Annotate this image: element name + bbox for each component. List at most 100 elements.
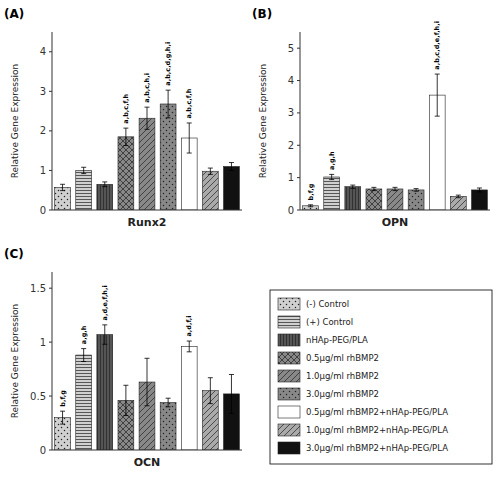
y-tick — [297, 145, 300, 146]
bar: 3.0μg/ml rhBMP2 — [408, 190, 424, 210]
legend-swatch — [278, 406, 300, 418]
error-cap — [123, 385, 128, 386]
y-tick-label: 2 — [288, 140, 294, 151]
error-stem — [125, 128, 126, 145]
annotation: b,f,g — [307, 183, 315, 200]
error-stem — [189, 123, 190, 153]
bar: 3.0μg/ml rhBMP2 — [160, 104, 176, 210]
error-cap — [435, 116, 440, 117]
error-cap — [102, 324, 107, 325]
error-cap — [60, 411, 65, 412]
error-cap — [477, 191, 482, 192]
error-stem — [210, 378, 211, 404]
error-bar — [229, 163, 234, 171]
annotation: a,b,c,f,h — [185, 88, 193, 118]
error-bar — [208, 378, 213, 404]
y-tick-label: 1 — [40, 337, 46, 348]
y-tick — [297, 48, 300, 49]
panel-label: (B) — [252, 7, 272, 21]
x-axis-line — [52, 450, 242, 451]
error-cap — [187, 351, 192, 352]
legend-swatch — [278, 388, 300, 400]
annotation: b,f,g — [59, 390, 67, 407]
y-tick-label: 4 — [40, 46, 46, 57]
y-tick-label: 1 — [288, 172, 294, 183]
y-tick — [49, 342, 52, 343]
bar: 3.0μg/ml rhBMP2+nHAp-PEG/PLA — [472, 190, 488, 210]
chart-root: (-) Control (+) Control nHAp-PEG/PLA 0.5μg/… — [0, 0, 500, 488]
error-cap — [166, 406, 171, 407]
legend-swatch — [278, 424, 300, 436]
bar: 1.0μg/ml rhBMP2+nHAp-PEG/PLA — [450, 196, 466, 210]
error-bar — [102, 182, 107, 187]
error-cap — [123, 415, 128, 416]
legend-label: 0.5μg/ml rhBMP2 — [306, 353, 379, 363]
y-axis-line — [300, 32, 301, 210]
error-cap — [123, 145, 128, 146]
legend-label: (-) Control — [306, 299, 349, 309]
error-cap — [187, 341, 192, 342]
error-cap — [350, 185, 355, 186]
error-cap — [81, 361, 86, 362]
y-tick — [49, 210, 52, 211]
annotation: a,b,c,h,i — [143, 73, 151, 103]
legend-swatch — [278, 334, 300, 346]
error-cap — [414, 188, 419, 189]
error-bar — [102, 325, 107, 344]
error-bar — [229, 374, 234, 413]
error-cap — [166, 398, 171, 399]
y-tick — [49, 130, 52, 131]
y-tick-label: 0 — [40, 205, 46, 216]
error-cap — [81, 173, 86, 174]
bar: (+) Control — [324, 177, 340, 210]
y-tick-label: 3 — [40, 86, 46, 97]
error-bar — [308, 205, 313, 207]
y-tick-label: 1.5 — [30, 283, 46, 294]
error-cap — [102, 186, 107, 187]
error-bar — [81, 167, 86, 173]
error-cap — [145, 107, 150, 108]
error-stem — [189, 341, 190, 352]
error-stem — [62, 411, 63, 424]
error-cap — [145, 405, 150, 406]
legend-label: nHAp-PEG/PLA — [306, 335, 368, 345]
error-stem — [352, 185, 353, 188]
error-cap — [329, 174, 334, 175]
y-axis-label: Relative Gene Expression — [10, 304, 20, 419]
error-bar — [123, 128, 128, 145]
bar: nHAp-PEG/PLA — [345, 187, 361, 210]
error-cap — [145, 129, 150, 130]
annotation: a,d,f,i — [185, 315, 193, 336]
x-axis-line — [300, 210, 490, 211]
error-stem — [147, 358, 148, 405]
error-stem — [62, 184, 63, 190]
bar: 1.0μg/ml rhBMP2 — [139, 118, 155, 210]
error-stem — [479, 188, 480, 192]
annotation: a,b,c,d,g,h,i — [164, 42, 172, 86]
error-stem — [231, 374, 232, 413]
error-stem — [125, 385, 126, 415]
error-cap — [435, 74, 440, 75]
error-cap — [81, 348, 86, 349]
bar: 3.0μg/ml rhBMP2 — [160, 403, 176, 450]
error-cap — [123, 128, 128, 129]
annotation: a,d,e,f,h,i — [101, 285, 109, 320]
error-bar — [145, 107, 150, 129]
error-bar — [371, 187, 376, 190]
error-cap — [308, 206, 313, 207]
error-stem — [147, 107, 148, 129]
panel-label: (A) — [4, 7, 24, 21]
bar: (-) Control — [55, 187, 71, 210]
legend-label: (+) Control — [306, 317, 353, 327]
y-tick — [297, 177, 300, 178]
error-stem — [83, 167, 84, 173]
legend-label: 1.0μg/ml rhBMP2+nHAp-PEG/PLA — [306, 425, 448, 435]
error-cap — [414, 191, 419, 192]
error-cap — [208, 377, 213, 378]
error-cap — [456, 195, 461, 196]
x-axis-label: OCN — [134, 456, 161, 469]
error-bar — [187, 123, 192, 153]
y-tick — [49, 51, 52, 52]
error-bar — [477, 188, 482, 192]
y-tick — [297, 210, 300, 211]
